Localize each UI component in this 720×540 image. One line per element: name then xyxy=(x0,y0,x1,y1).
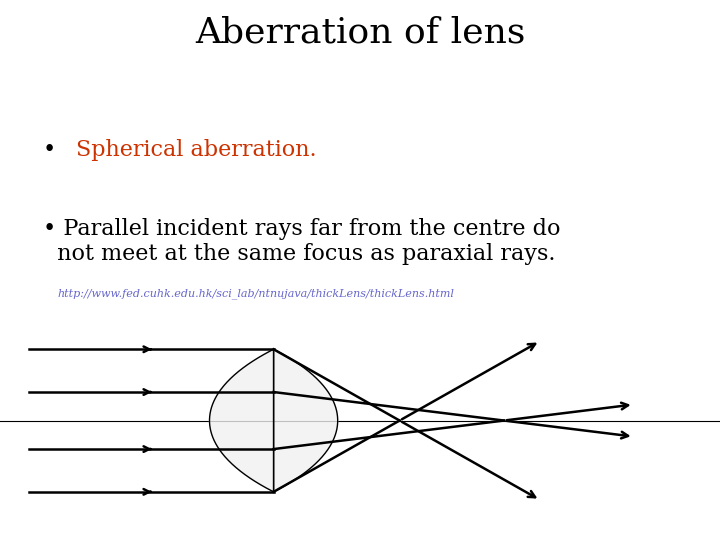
Text: • Parallel incident rays far from the centre do
  not meet at the same focus as : • Parallel incident rays far from the ce… xyxy=(43,218,561,265)
Text: •: • xyxy=(43,139,63,161)
Text: Aberration of lens: Aberration of lens xyxy=(195,15,525,49)
Polygon shape xyxy=(210,349,338,492)
Text: http://www.fed.cuhk.edu.hk/sci_lab/ntnujava/thickLens/thickLens.html: http://www.fed.cuhk.edu.hk/sci_lab/ntnuj… xyxy=(58,289,454,299)
Text: Spherical aberration.: Spherical aberration. xyxy=(76,139,316,161)
